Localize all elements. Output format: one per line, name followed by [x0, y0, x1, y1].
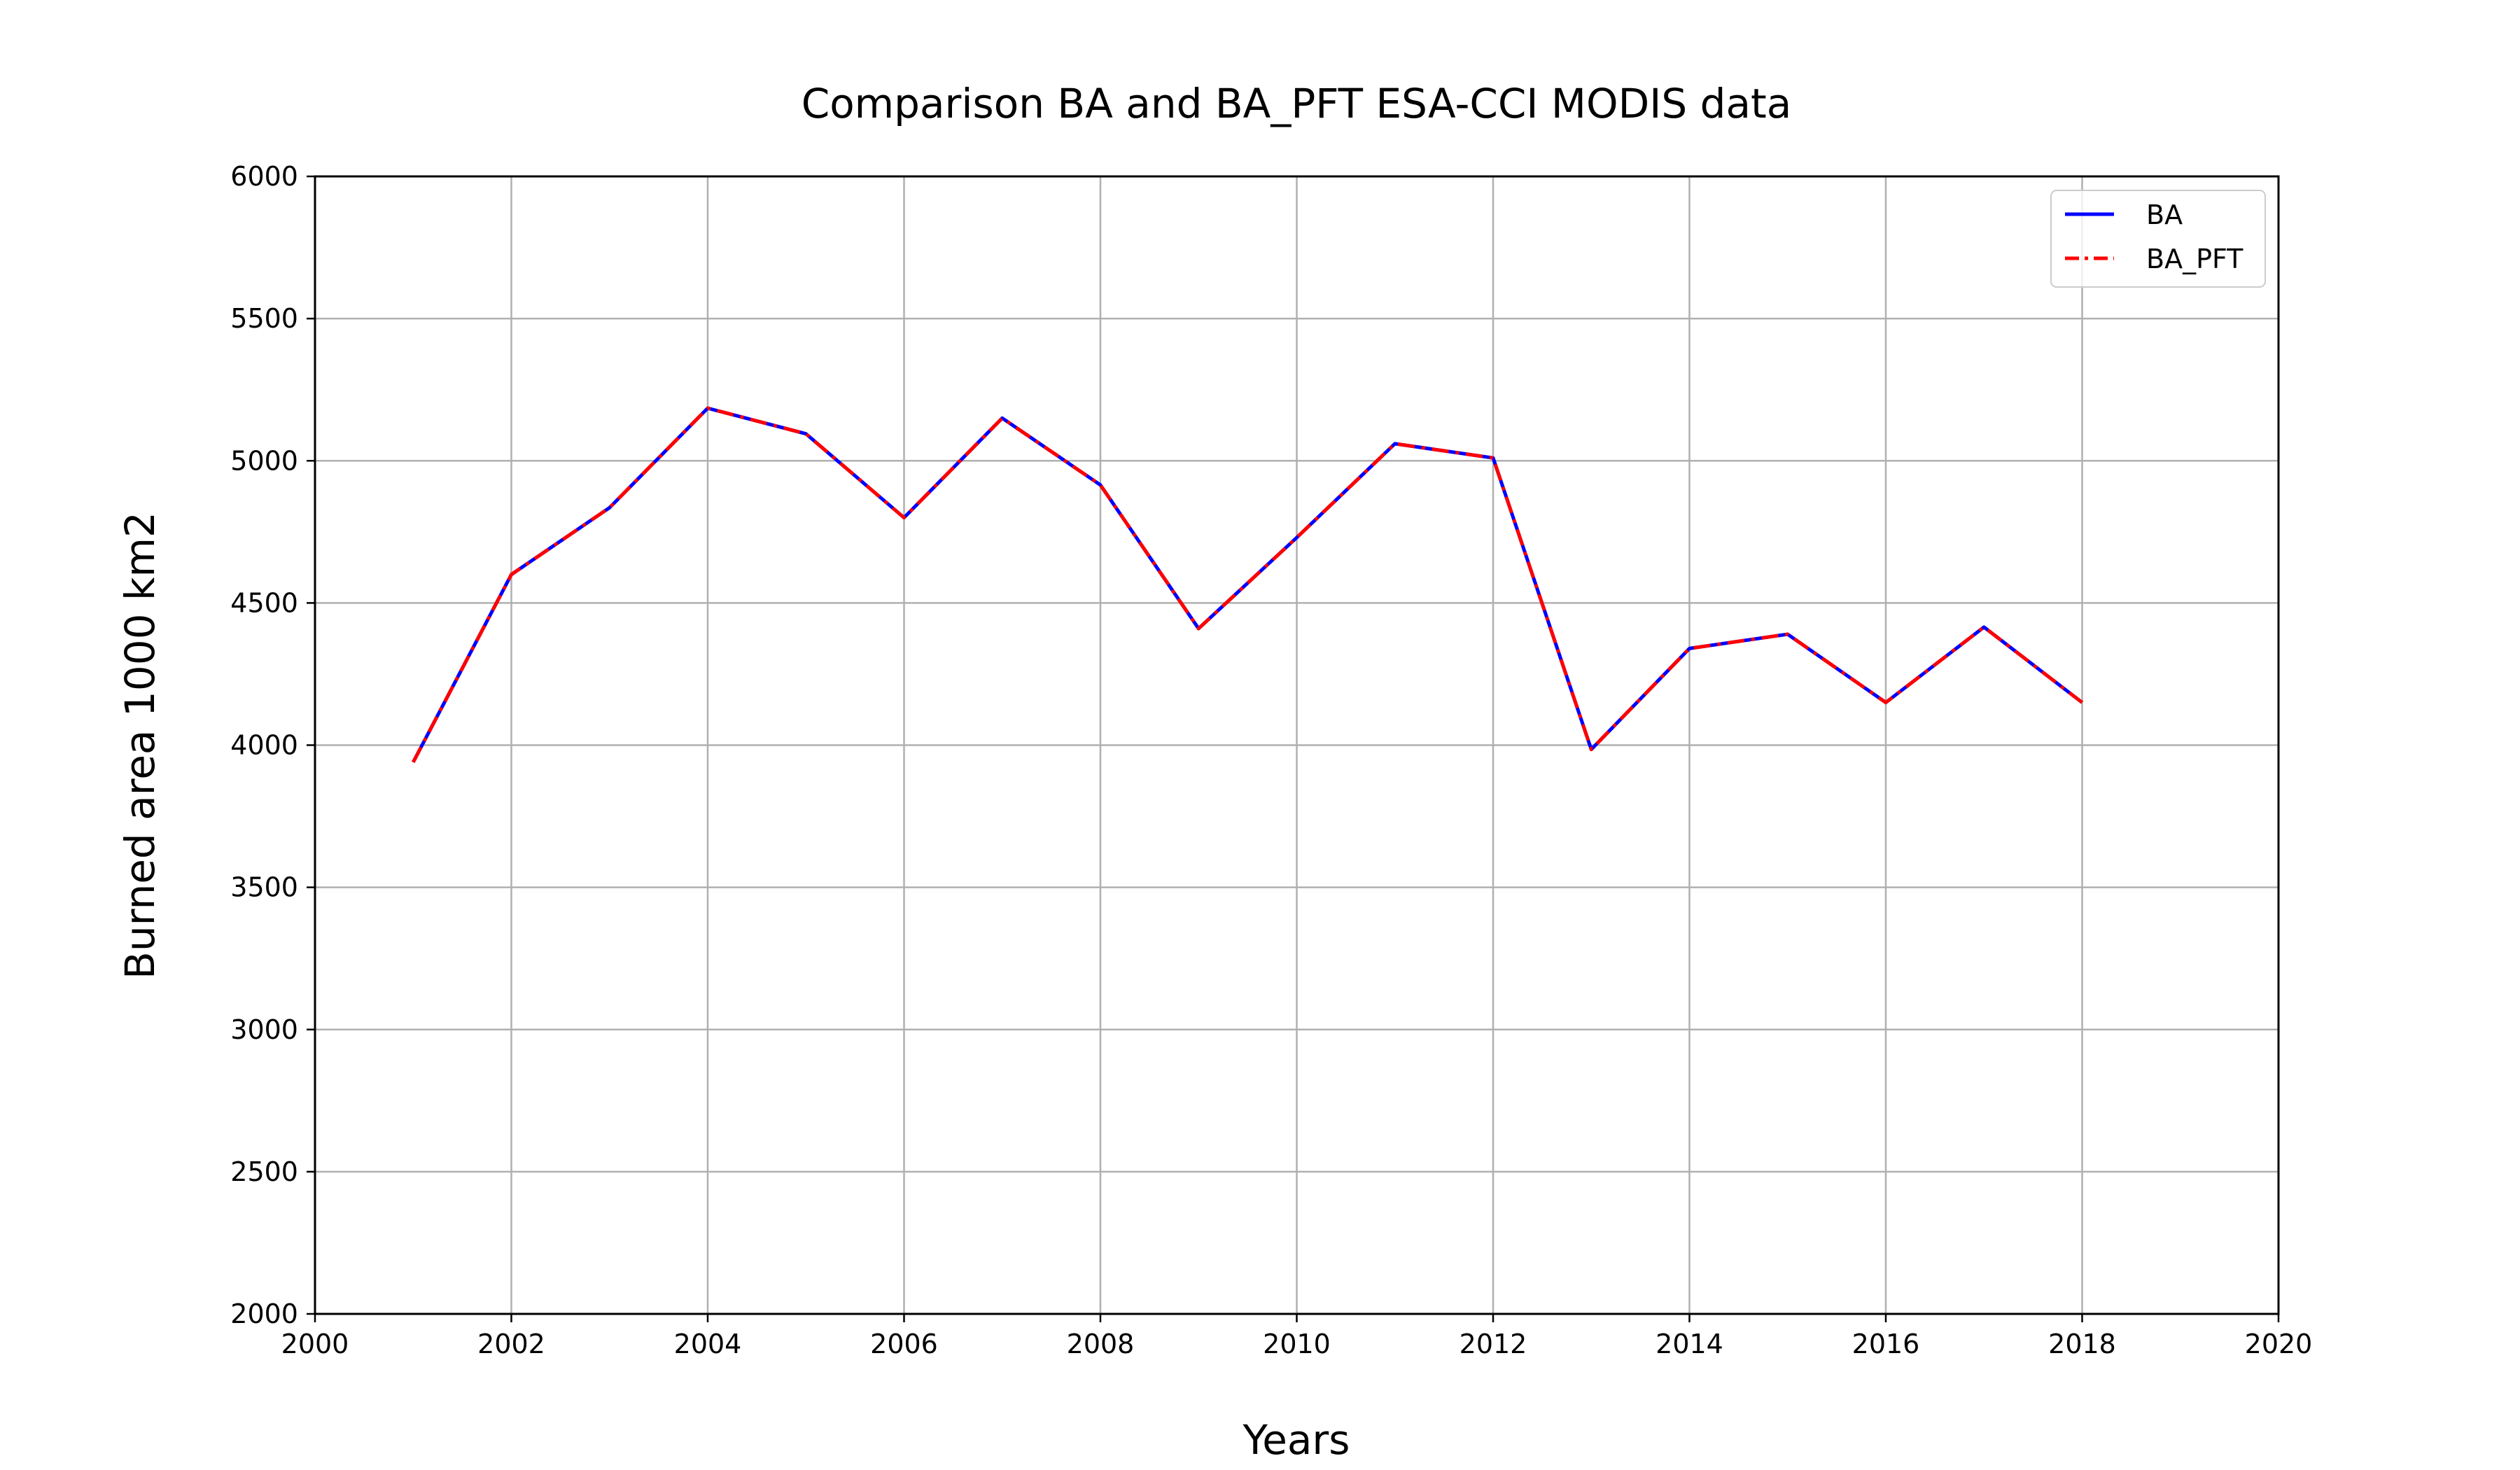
y-tick-label: 5500 [230, 303, 298, 334]
y-tick-label: 3500 [230, 872, 298, 903]
legend-label-ba-pft: BA_PFT [2146, 244, 2244, 274]
y-tick-label: 5000 [230, 445, 298, 476]
x-tick-label: 2006 [870, 1329, 938, 1359]
x-tick-label: 2016 [1852, 1329, 1920, 1359]
x-tick-label: 2004 [674, 1329, 742, 1359]
x-tick-label: 2020 [2245, 1329, 2313, 1359]
grid [314, 175, 2280, 1315]
y-axis-ticks: 2000 2500 3000 3500 4000 4500 5000 5500 6000 [230, 161, 315, 1329]
y-tick-label: 2500 [230, 1156, 298, 1187]
y-tick-label: 3000 [230, 1014, 298, 1045]
series-lines [412, 406, 2084, 764]
x-tick-label: 2002 [477, 1329, 545, 1359]
y-tick-label: 2000 [230, 1298, 298, 1329]
y-tick-label: 6000 [230, 161, 298, 192]
y-tick-label: 4000 [230, 730, 298, 761]
y-axis-label: Burned area 1000 km2 [116, 512, 164, 979]
legend: BA BA_PFT [2050, 190, 2266, 288]
series-line-ba-pft [412, 406, 2084, 764]
x-axis-ticks: 2000 2002 2004 2006 2008 2010 2012 2014 2016 2018… [281, 1314, 2313, 1359]
x-axis-label: Years [1242, 1416, 1350, 1464]
x-tick-label: 2008 [1067, 1329, 1135, 1359]
x-tick-label: 2018 [2048, 1329, 2116, 1359]
y-tick-label: 4500 [230, 587, 298, 618]
x-tick-label: 2014 [1656, 1329, 1723, 1359]
x-tick-label: 2000 [281, 1329, 349, 1359]
x-tick-label: 2010 [1263, 1329, 1331, 1359]
chart-title: Comparison BA and BA_PFT ESA-CCI MODIS d… [802, 80, 1792, 127]
x-tick-label: 2012 [1460, 1329, 1527, 1359]
legend-label-ba: BA [2146, 200, 2183, 230]
